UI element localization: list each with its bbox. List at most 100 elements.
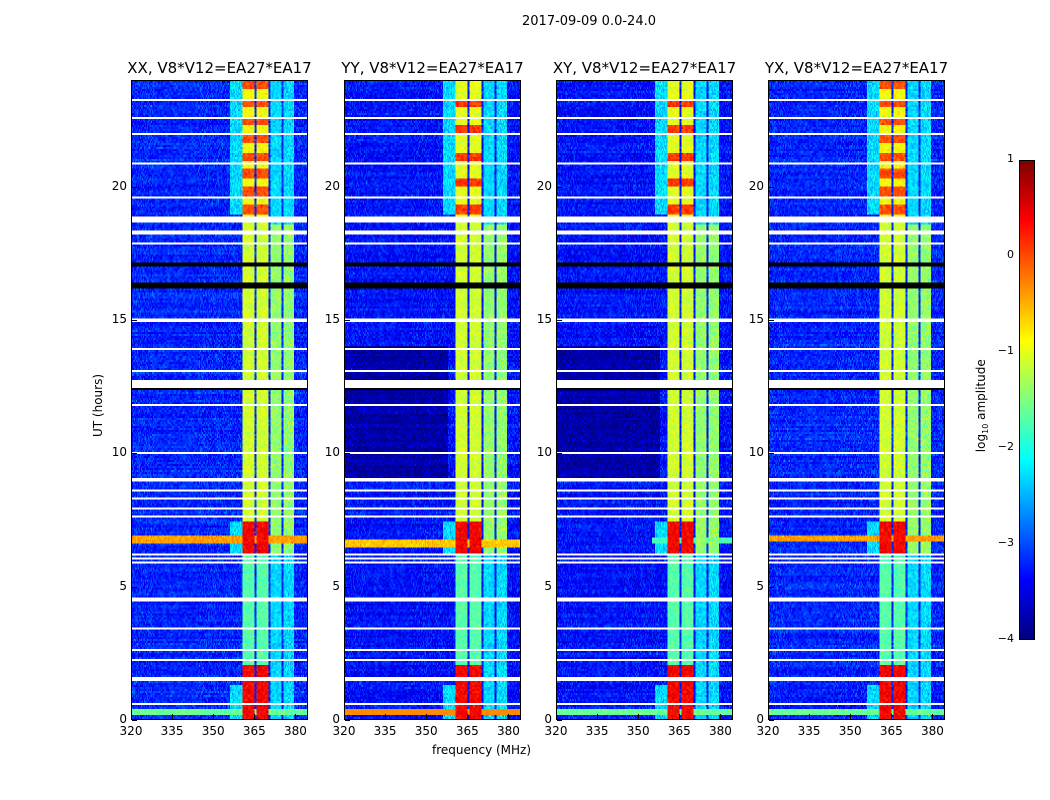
x-tick-mark: [932, 714, 934, 719]
colorbar-tick-label: 0: [1007, 248, 1014, 261]
heatmap-cells: [345, 81, 520, 719]
x-tick-mark: [508, 714, 510, 719]
y-tick-label: 0: [544, 712, 552, 726]
x-tick-label: 320: [332, 724, 356, 738]
y-tick-label: 20: [748, 178, 764, 193]
y-tick-mark: [769, 186, 774, 188]
x-tick-label: 365: [667, 724, 691, 738]
x-tick-label: 350: [201, 724, 225, 738]
y-tick-label: 15: [748, 312, 764, 326]
x-tick-mark: [131, 714, 132, 719]
x-tick-label: 380: [920, 724, 944, 738]
x-tick-mark: [295, 714, 297, 719]
y-tick-label: 10: [111, 445, 127, 460]
y-tick-mark: [345, 320, 350, 321]
heatmap-panel-1: [131, 80, 308, 720]
y-tick-mark: [769, 586, 774, 588]
x-tick-label: 365: [242, 724, 266, 738]
heatmap-cells: [132, 81, 307, 719]
y-tick-mark: [769, 453, 774, 455]
x-tick-label: 320: [756, 724, 780, 738]
y-tick-label: 5: [119, 578, 127, 593]
y-tick-mark: [557, 720, 562, 721]
heatmap-cells: [557, 81, 732, 719]
x-tick-mark: [638, 714, 640, 719]
colorbar-tick-label: −2: [997, 440, 1014, 453]
x-tick-label: 380: [496, 724, 520, 738]
y-tick-mark: [345, 586, 350, 588]
y-tick-mark: [557, 586, 562, 588]
x-tick-label: 320: [119, 724, 143, 738]
y-tick-label: 5: [544, 578, 552, 593]
x-tick-label: 365: [879, 724, 903, 738]
y-tick-label: 5: [756, 578, 764, 593]
x-axis-label: frequency (MHz): [432, 743, 532, 757]
y-tick-label: 10: [536, 445, 552, 460]
colorbar-tick-label: −4: [997, 632, 1014, 645]
x-tick-mark: [556, 714, 557, 719]
y-tick-mark: [132, 453, 137, 455]
x-tick-label: 335: [585, 724, 609, 738]
y-tick-label: 5: [332, 578, 340, 593]
x-tick-label: 380: [708, 724, 732, 738]
figure-title: 2017-09-09 0.0-24.0: [522, 14, 656, 29]
y-tick-label: 15: [111, 312, 127, 326]
colorbar-gradient: [1020, 161, 1034, 639]
panel-title: XY, V8*V12=EA27*EA17: [552, 59, 737, 77]
panel-title: YX, V8*V12=EA27*EA17: [764, 59, 949, 77]
y-tick-mark: [557, 320, 562, 321]
colorbar-tick-label: −3: [997, 536, 1014, 549]
heatmap-panel-4: [768, 80, 945, 720]
y-tick-label: 10: [324, 445, 340, 460]
colorbar: [1019, 160, 1035, 640]
x-tick-mark: [679, 714, 681, 719]
y-tick-label: 0: [332, 712, 340, 726]
heatmap-panel-3: [556, 80, 733, 720]
y-tick-label: 20: [324, 178, 340, 193]
x-tick-mark: [467, 714, 469, 719]
x-tick-mark: [254, 714, 256, 719]
y-tick-mark: [769, 320, 774, 321]
x-tick-mark: [720, 714, 722, 719]
y-axis-label: UT (hours): [91, 373, 105, 437]
y-tick-mark: [345, 453, 350, 455]
y-tick-mark: [557, 453, 562, 455]
y-tick-label: 15: [324, 312, 340, 326]
x-tick-label: 350: [626, 724, 650, 738]
y-tick-mark: [769, 720, 774, 721]
y-tick-mark: [132, 720, 137, 721]
y-tick-mark: [345, 720, 350, 721]
y-tick-label: 10: [748, 445, 764, 460]
colorbar-label-log: log: [973, 433, 988, 453]
x-tick-label: 335: [373, 724, 397, 738]
x-tick-mark: [768, 714, 769, 719]
y-tick-mark: [557, 186, 562, 188]
y-tick-mark: [132, 186, 137, 188]
x-tick-label: 320: [544, 724, 568, 738]
x-tick-mark: [213, 714, 215, 719]
y-tick-mark: [132, 320, 137, 321]
x-tick-mark: [891, 714, 893, 719]
y-tick-label: 20: [536, 178, 552, 193]
x-tick-mark: [597, 714, 599, 719]
panel-title: YY, V8*V12=EA27*EA17: [341, 59, 524, 77]
y-tick-label: 0: [756, 712, 764, 726]
x-tick-mark: [426, 714, 428, 719]
colorbar-tick-label: −1: [997, 344, 1014, 357]
x-tick-mark: [344, 714, 345, 719]
x-tick-label: 335: [160, 724, 184, 738]
x-tick-label: 380: [283, 724, 307, 738]
x-tick-label: 365: [455, 724, 479, 738]
x-tick-mark: [850, 714, 852, 719]
y-tick-label: 15: [536, 312, 552, 326]
x-tick-label: 335: [797, 724, 821, 738]
x-tick-mark: [172, 714, 174, 719]
y-tick-label: 0: [119, 712, 127, 726]
colorbar-label: log10 amplitude: [974, 348, 990, 452]
y-tick-label: 20: [111, 178, 127, 193]
heatmap-cells: [769, 81, 944, 719]
colorbar-label-sub: 10: [981, 423, 991, 434]
x-tick-label: 350: [414, 724, 438, 738]
panel-title: XX, V8*V12=EA27*EA17: [127, 59, 312, 77]
